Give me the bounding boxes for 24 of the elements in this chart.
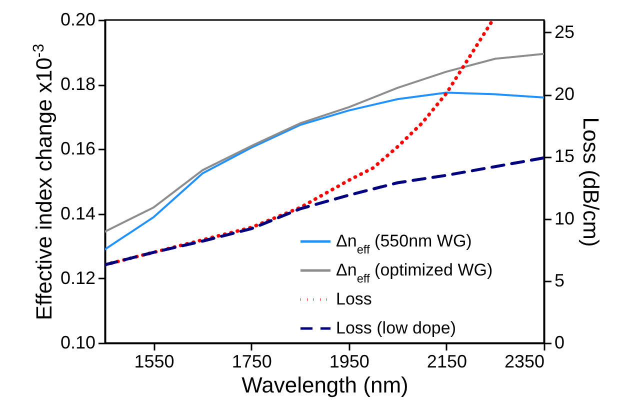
- y-tick-label: 0.10: [60, 332, 96, 352]
- legend-label: Loss (low dope): [336, 318, 456, 338]
- y2-tick-label: 10: [554, 208, 575, 228]
- y2-tick-label: 0: [554, 332, 565, 352]
- y-tick-label: 0.16: [60, 138, 96, 159]
- y-tick-label: 0.12: [60, 268, 96, 288]
- legend-label: Δn$_{eff}$ (optimized WG): [336, 260, 493, 286]
- y2-axis-title: Loss (dB/cm): [578, 117, 604, 247]
- x-axis-title: Wavelength (nm): [242, 372, 408, 398]
- y-tick-label: 0.20: [60, 10, 96, 30]
- y2-tick-label: 5: [554, 270, 565, 290]
- x-tick-label: 1750: [232, 352, 272, 372]
- x-tick-label: 2350: [504, 352, 544, 372]
- y-tick-label: 0.14: [60, 203, 96, 224]
- x-tick-label: 1950: [329, 352, 370, 372]
- y2-tick-label: 15: [554, 146, 575, 166]
- y2-tick-label: 20: [554, 84, 575, 104]
- x-tick-label: 2150: [426, 352, 467, 372]
- y-tick-label: 0.18: [60, 74, 96, 94]
- legend-label: Loss: [336, 290, 372, 308]
- x-tick-label: 1550: [134, 352, 174, 372]
- y2-tick-label: 25: [554, 22, 575, 42]
- legend-label: Δn$_{eff}$ (550nm WG): [336, 232, 472, 256]
- line-series: [105, 52, 544, 233]
